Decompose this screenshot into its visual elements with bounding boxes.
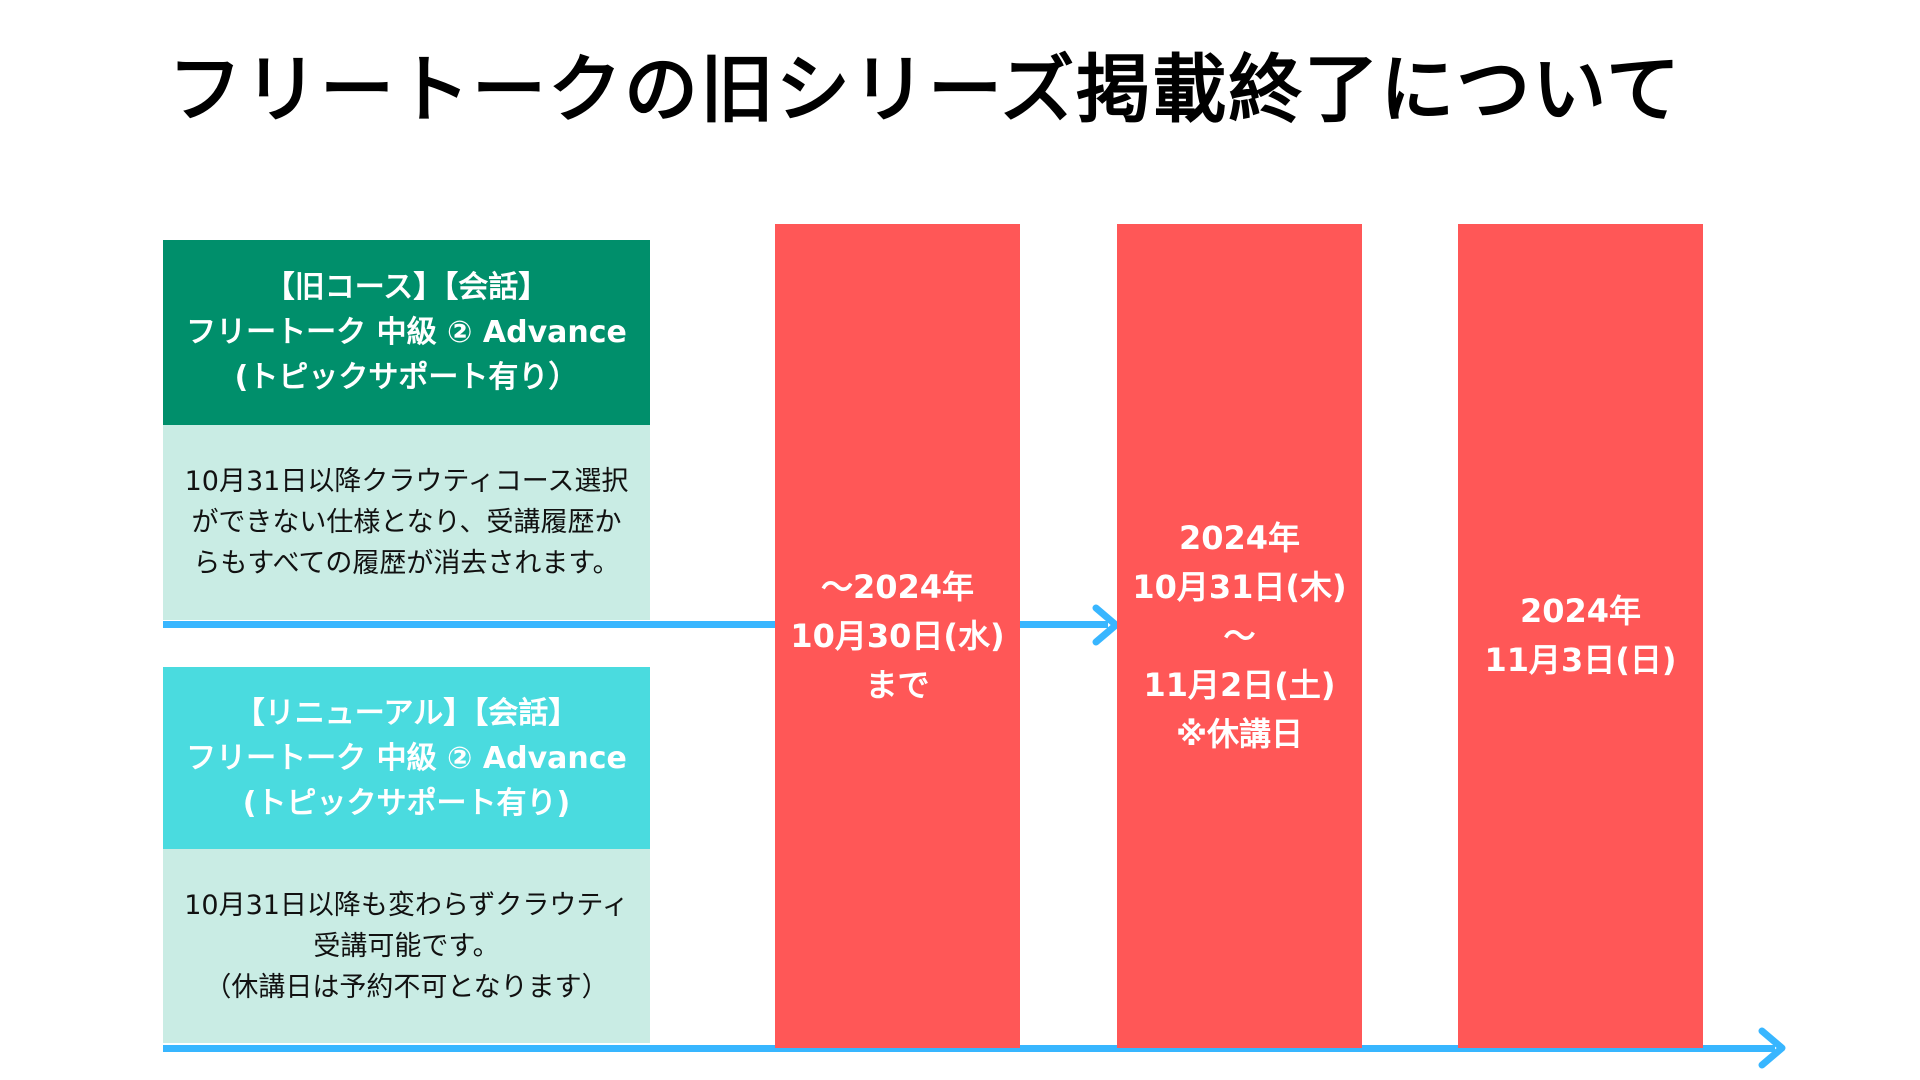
new-course-header-line: 【リニューアル】【会話】 — [234, 695, 579, 731]
new-course-body-line: 受講可能です。 — [313, 930, 500, 962]
new-course-header-line: フリートーク 中級 ② Advance — [186, 740, 627, 776]
period-line: 〜 — [1223, 616, 1256, 655]
period-from-nov3: 2024年 11月3日(日) — [1458, 224, 1703, 1048]
period-line: 10月30日(水) — [790, 616, 1005, 655]
period-line: まで — [865, 665, 930, 704]
old-course-body-line: ができない仕様となり、受講履歴か — [191, 507, 622, 538]
period-line: 11月3日(日) — [1484, 641, 1677, 679]
new-course-body-line: 10月31日以降も変わらずクラウティ — [184, 889, 629, 921]
period-until-oct30: 〜2024年 10月30日(水) まで — [775, 224, 1020, 1048]
period-line: 10月31日(木) — [1132, 567, 1347, 606]
new-course-timeline — [163, 1045, 1775, 1052]
period-closed-days: 2024年 10月31日(木) 〜 11月2日(土) ※休講日 — [1117, 224, 1362, 1048]
old-course-header: 【旧コース】【会話】 フリートーク 中級 ② Advance (トピックサポート… — [163, 240, 650, 425]
new-course-body-line: （休講日は予約不可となります） — [204, 971, 609, 1003]
arrow-head-icon — [1092, 604, 1120, 646]
page-title: フリートークの旧シリーズ掲載終了について — [167, 47, 1683, 133]
old-course-body-line: らもすべての履歴が消去されます。 — [193, 548, 620, 579]
period-line: 2024年 — [1519, 592, 1642, 630]
new-course-description: 10月31日以降も変わらずクラウティ 受講可能です。 （休講日は予約不可となりま… — [163, 849, 650, 1043]
new-course-header: 【リニューアル】【会話】 フリートーク 中級 ② Advance (トピックサポ… — [163, 667, 650, 849]
old-course-header-line: (トピックサポート有り） — [234, 360, 579, 395]
old-course-header-line: 【旧コース】【会話】 — [264, 270, 549, 305]
old-course-description: 10月31日以降クラウティコース選択 ができない仕様となり、受講履歴か らもすべ… — [163, 425, 650, 620]
new-course-header-line: (トピックサポート有り) — [242, 785, 571, 821]
period-line: ※休講日 — [1175, 714, 1304, 753]
period-line: 2024年 — [1178, 518, 1301, 557]
old-course-body-line: 10月31日以降クラウティコース選択 — [184, 466, 629, 497]
period-line: 〜2024年 — [820, 567, 975, 606]
old-course-timeline — [163, 621, 1108, 628]
period-line: 11月2日(土) — [1143, 665, 1336, 704]
arrow-head-icon — [1758, 1027, 1786, 1069]
old-course-header-line: フリートーク 中級 ② Advance — [186, 315, 627, 350]
